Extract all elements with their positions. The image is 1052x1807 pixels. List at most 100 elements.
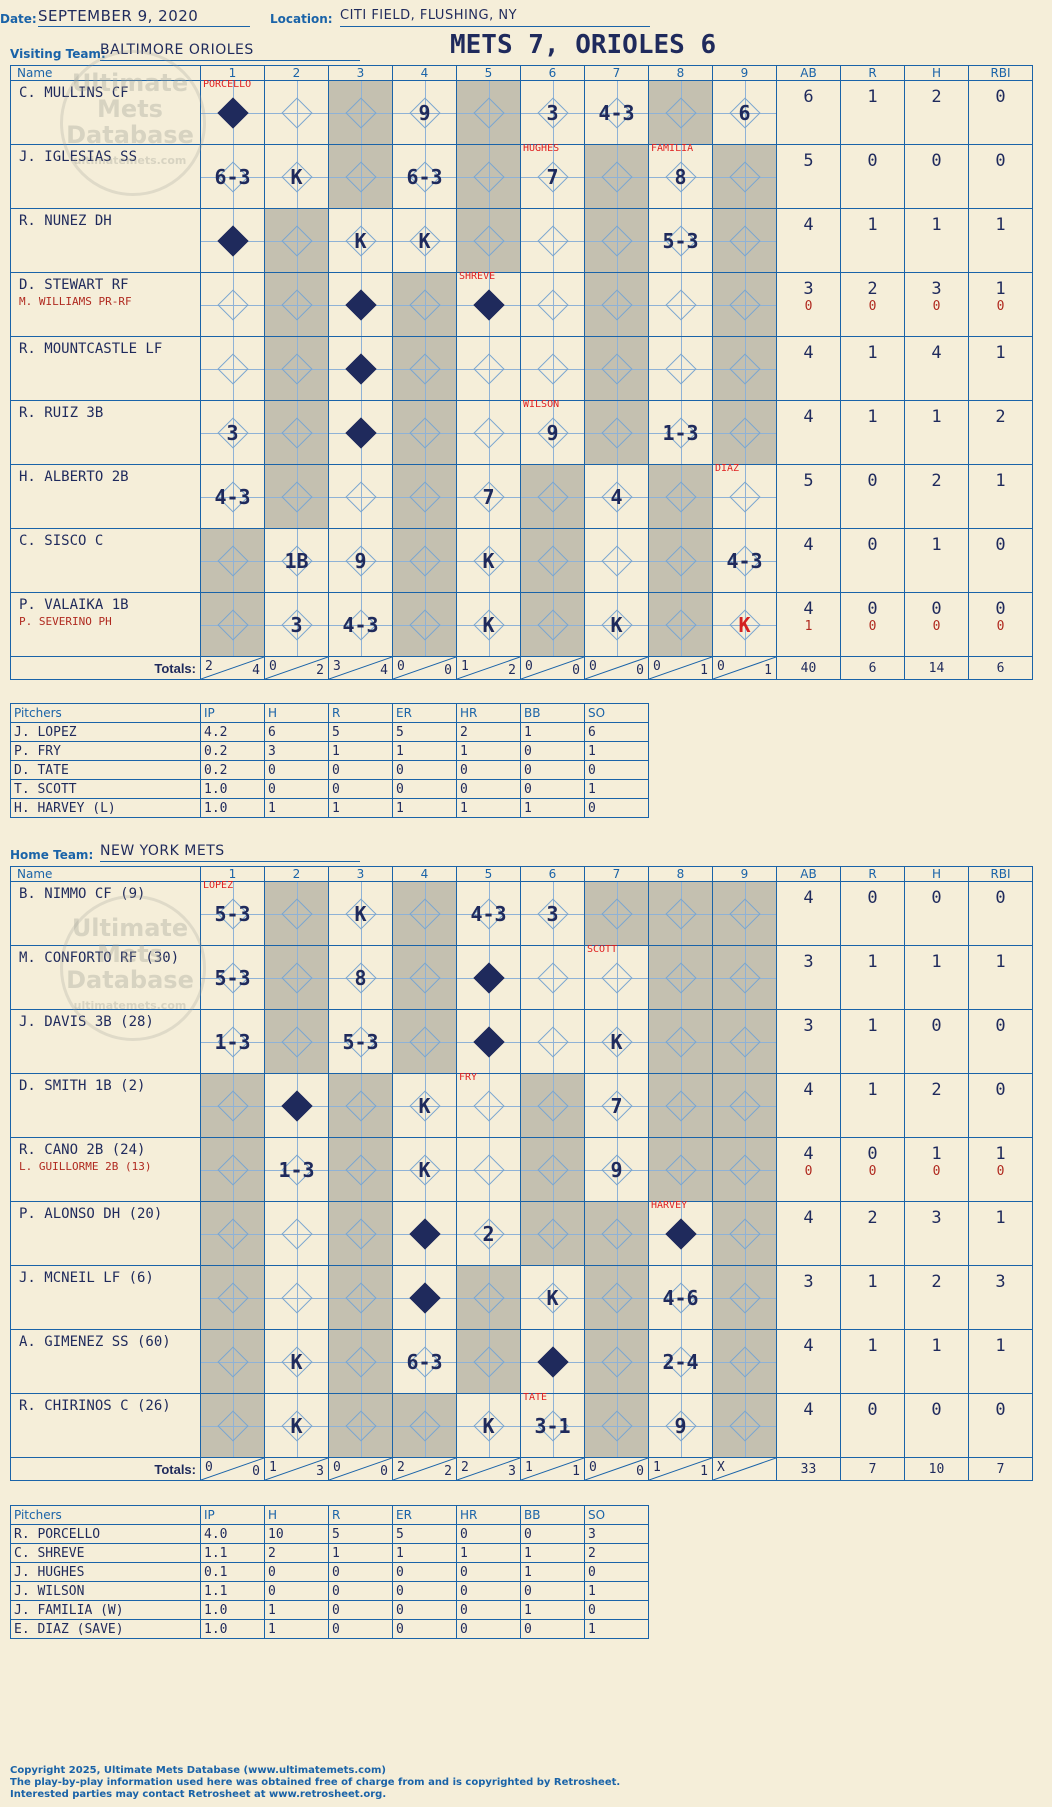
- cell-gridline-h: [521, 112, 584, 114]
- stat-value: 1: [867, 407, 878, 427]
- pitcher-stat: 0: [456, 1619, 521, 1639]
- batter-stat: 0: [840, 464, 905, 529]
- cell-gridline-h: [521, 913, 584, 915]
- cell-gridline-h: [713, 432, 776, 434]
- batter-stat: 3: [776, 945, 841, 1010]
- pitcher-stat: 0: [584, 1600, 649, 1620]
- cell-gridline-h: [393, 432, 456, 434]
- inning-total: X: [712, 1457, 777, 1481]
- base-diamond: [216, 1345, 249, 1378]
- cell-gridline-h: [713, 560, 776, 562]
- stat-value: 1: [867, 87, 878, 107]
- batter-name-cell: R. MOUNTCASTLE LF: [10, 336, 201, 401]
- batter-stat: 2: [904, 1265, 969, 1330]
- stat-value: 1: [931, 1144, 942, 1164]
- at-bat-cell: [264, 1073, 329, 1138]
- base-diamond: [728, 1281, 761, 1314]
- cell-gridline-h: [713, 368, 776, 370]
- pitcher-stat: 1: [456, 798, 521, 818]
- at-bat-cell: [264, 336, 329, 401]
- at-bat-cell: [392, 1201, 457, 1266]
- cell-gridline-h: [457, 913, 520, 915]
- cell-gridline-h: [585, 176, 648, 178]
- substitute-stat: 0: [804, 1164, 813, 1179]
- inning-hits: 3: [508, 1464, 516, 1479]
- cell-gridline-h: [265, 1425, 328, 1427]
- at-bat-cell: K: [456, 1393, 521, 1458]
- substitute-stat: 0: [932, 619, 941, 634]
- play-result: 4-3: [726, 548, 763, 573]
- base-diamond: [472, 352, 505, 385]
- batter-stat: 0: [840, 1393, 905, 1458]
- play-result: K: [546, 1285, 559, 1310]
- play-result: 8: [354, 965, 367, 990]
- batter-name-cell: D. SMITH 1B (2): [10, 1073, 201, 1138]
- inning-header: 7: [584, 866, 649, 882]
- cell-gridline-h: [265, 913, 328, 915]
- cell-gridline-h: [521, 1233, 584, 1235]
- stat-value: 0: [995, 1400, 1006, 1420]
- cell-gridline-h: [713, 977, 776, 979]
- batter-stat: 3: [776, 1265, 841, 1330]
- at-bat-cell: 6-3: [200, 144, 265, 209]
- batter-row: R. CANO 2B (24) L. GUILLORME 2B (13) 1-3 K 9…: [10, 1137, 1033, 1202]
- at-bat-cell: [328, 1137, 393, 1202]
- pitcher-stat: 1: [328, 1543, 393, 1563]
- batter-stat: 0: [968, 881, 1033, 946]
- batter-name-cell: R. CHIRINOS C (26): [10, 1393, 201, 1458]
- base-diamond: [280, 288, 313, 321]
- home-batting-table: Name 1 2 3 4 5 6 7 8 9 AB R H RBI B. NIMMO CF (9) 5-3 LO…: [10, 866, 1033, 1481]
- inning-runs: 0: [653, 659, 661, 674]
- at-bat-cell: 4-3: [712, 528, 777, 593]
- pitcher-stat: 0: [456, 1581, 521, 1601]
- at-bat-cell: 8 FAMILIA: [648, 143, 713, 209]
- stat-value: 1: [867, 952, 878, 972]
- at-bat-cell: [712, 144, 777, 209]
- pitch-col-header: R: [328, 1505, 393, 1525]
- stat-value: 0: [867, 535, 878, 555]
- cell-gridline-h: [713, 1425, 776, 1427]
- cell-gridline-h: [521, 240, 584, 242]
- at-bat-cell: [392, 1265, 457, 1330]
- stat-value: 1: [867, 343, 878, 363]
- at-bat-cell: 4-3: [328, 592, 393, 657]
- pitcher-stat: 1.1: [200, 1581, 265, 1601]
- cell-gridline-h: [649, 1169, 712, 1171]
- at-bat-cell: [584, 1329, 649, 1394]
- pitching-change-note: FAMILIA: [651, 143, 694, 154]
- pitcher-stat: 0: [520, 760, 585, 780]
- stat-header: AB: [776, 866, 841, 882]
- inning-hits: 0: [252, 1464, 260, 1479]
- pitching-change-note: SCOTT: [587, 944, 618, 955]
- batter-stat: 3: [968, 1265, 1033, 1330]
- inning-runs: 0: [205, 1460, 213, 1475]
- at-bat-cell: [456, 1265, 521, 1330]
- base-diamond: [344, 1345, 377, 1378]
- at-bat-cell: [264, 80, 329, 145]
- run-scored-diamond: [408, 1281, 441, 1314]
- batter-row: R. NUNEZ DH K K 5-3 4 1 1 1: [10, 208, 1033, 273]
- cell-gridline-h: [457, 240, 520, 242]
- pitcher-row: J. HUGHES 0.1 0 0 0 0 1 0: [10, 1562, 649, 1582]
- cell-gridline-h: [329, 560, 392, 562]
- base-diamond: [408, 480, 441, 513]
- cell-gridline-h: [457, 1297, 520, 1299]
- at-bat-cell: [200, 592, 265, 657]
- base-diamond: [408, 352, 441, 385]
- stat-value: 0: [867, 599, 878, 619]
- inning-header: 4: [392, 65, 457, 81]
- stat-value: 0: [995, 599, 1006, 619]
- at-bat-cell: [392, 881, 457, 946]
- at-bat-cell: [456, 400, 521, 465]
- total-value: 14: [928, 660, 945, 676]
- run-scored-diamond: [280, 1089, 313, 1122]
- cell-gridline-h: [713, 913, 776, 915]
- play-result: 2: [482, 1221, 495, 1246]
- batter-stat: 0: [968, 1073, 1033, 1138]
- pitcher-stat: 2: [584, 1543, 649, 1563]
- at-bat-cell: [584, 1265, 649, 1330]
- batter-stat: 1: [840, 80, 905, 145]
- pitcher-stat: 1: [264, 1600, 329, 1620]
- stat-value: 4: [931, 343, 942, 363]
